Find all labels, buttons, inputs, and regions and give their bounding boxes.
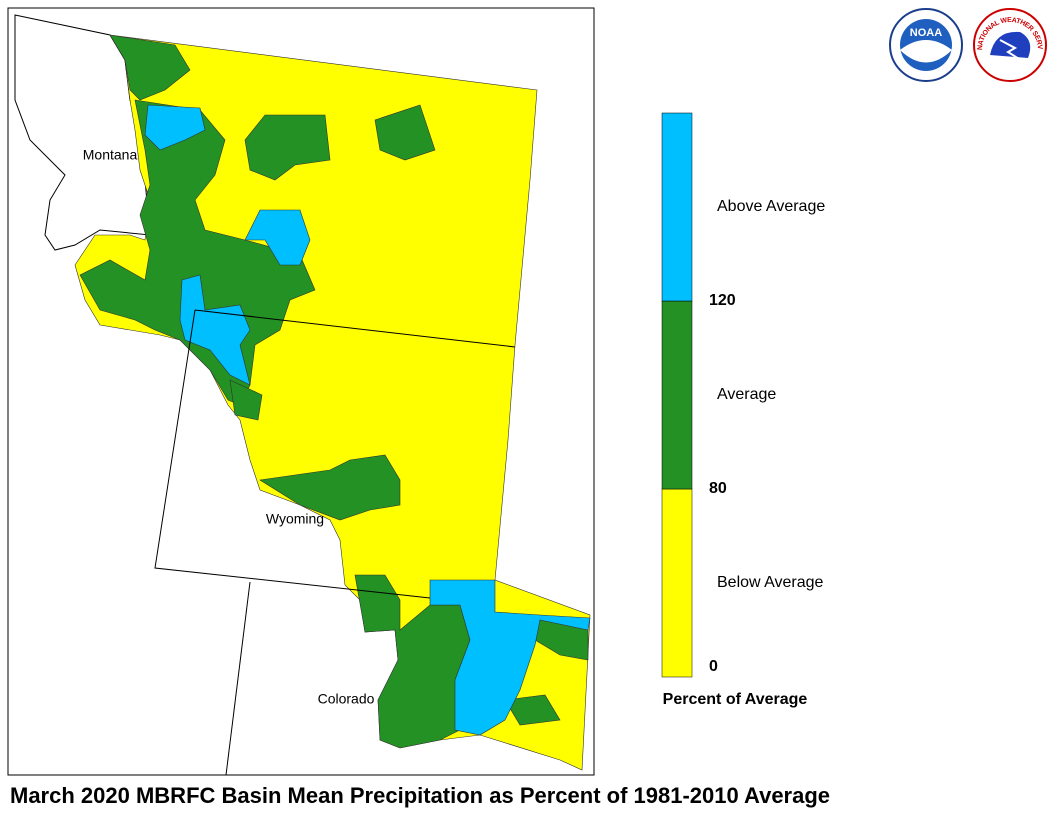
legend: Percent of Average Below Average Average A… bbox=[661, 112, 825, 708]
legend-tick-label: 80 bbox=[709, 480, 727, 497]
state-label: Colorado bbox=[318, 691, 375, 707]
legend-label: Below Average bbox=[717, 574, 824, 591]
basin-region bbox=[374, 104, 436, 161]
basin-region bbox=[244, 114, 331, 181]
basin-region bbox=[259, 454, 401, 521]
basin-region bbox=[144, 104, 206, 151]
legend-swatch bbox=[661, 300, 693, 490]
legend-label: Average bbox=[717, 386, 776, 403]
state-label: Montana bbox=[83, 147, 138, 163]
basin-region bbox=[244, 209, 311, 266]
state-line bbox=[194, 309, 516, 348]
basin-region bbox=[429, 579, 591, 736]
basin-region bbox=[179, 274, 251, 386]
basin-region bbox=[229, 379, 263, 421]
noaa-logo bbox=[900, 40, 952, 63]
state-label: Wyoming bbox=[266, 511, 324, 527]
basin-region bbox=[504, 694, 561, 726]
state-line bbox=[154, 309, 431, 599]
state-line bbox=[225, 581, 251, 776]
nws-logo bbox=[999, 39, 1025, 63]
legend-tick-label: 120 bbox=[709, 292, 736, 309]
legend-title: Percent of Average bbox=[663, 691, 808, 708]
legend-label: Above Average bbox=[717, 198, 825, 215]
noaa-text: NOAA bbox=[910, 27, 942, 39]
legend-swatch bbox=[661, 488, 693, 678]
map: Montana Wyoming Colorado bbox=[14, 14, 591, 776]
basin-region bbox=[109, 34, 191, 101]
legend-swatch bbox=[661, 112, 693, 302]
title: March 2020 MBRFC Basin Mean Precipitatio… bbox=[10, 783, 830, 808]
legend-tick-label: 0 bbox=[709, 658, 718, 675]
